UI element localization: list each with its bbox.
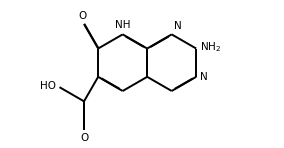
Text: NH$_2$: NH$_2$	[201, 40, 222, 54]
Text: N: N	[174, 21, 182, 31]
Text: O: O	[80, 133, 89, 143]
Text: HO: HO	[40, 81, 56, 91]
Text: N: N	[200, 72, 207, 82]
Text: NH: NH	[115, 20, 130, 30]
Text: O: O	[78, 11, 87, 21]
